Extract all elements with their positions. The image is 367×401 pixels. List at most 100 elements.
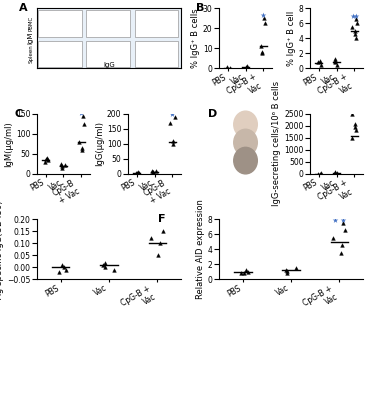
Text: IgM: IgM	[28, 32, 34, 45]
Point	[318, 170, 324, 176]
Point	[243, 63, 249, 70]
Point	[172, 113, 178, 120]
Point	[110, 267, 116, 273]
Text: Spleen: Spleen	[29, 45, 34, 63]
Point	[284, 268, 290, 274]
Text: PBMC: PBMC	[29, 16, 34, 31]
Point	[317, 58, 323, 64]
Point	[241, 269, 247, 276]
Point	[150, 168, 156, 175]
Y-axis label: IgG-secreting cells/10⁶ B cells: IgG-secreting cells/10⁶ B cells	[272, 81, 281, 206]
Point	[258, 43, 264, 49]
Point	[349, 24, 355, 30]
Y-axis label: IgM(μg/ml): IgM(μg/ml)	[4, 121, 13, 166]
Point	[341, 220, 346, 226]
Point	[148, 235, 154, 242]
Point	[349, 134, 355, 141]
Point	[156, 252, 161, 259]
Point	[353, 13, 359, 20]
Point	[352, 31, 358, 38]
Point	[332, 170, 338, 176]
Point	[261, 15, 267, 21]
Y-axis label: IgG(μg/ml): IgG(μg/ml)	[95, 121, 104, 166]
Point	[350, 13, 356, 20]
Point	[243, 267, 249, 273]
Point	[315, 59, 321, 65]
Point	[61, 264, 67, 271]
Point	[340, 217, 346, 223]
Point	[81, 120, 87, 127]
Point	[315, 170, 321, 177]
Bar	[135, 10, 178, 37]
Point	[80, 112, 86, 119]
Point	[63, 267, 69, 273]
Point	[59, 262, 65, 268]
Point	[135, 169, 141, 176]
Bar	[38, 10, 81, 37]
Point	[76, 138, 82, 145]
Point	[59, 165, 65, 171]
Point	[160, 228, 166, 234]
Point	[58, 161, 64, 167]
Point	[332, 169, 338, 176]
Point	[79, 146, 85, 153]
Point	[262, 20, 268, 26]
Circle shape	[234, 129, 257, 156]
Point	[44, 154, 50, 161]
Point	[227, 65, 233, 71]
Point	[352, 107, 357, 114]
Bar	[86, 41, 130, 67]
Point	[317, 170, 323, 177]
Point	[102, 264, 108, 271]
Bar	[135, 41, 178, 67]
Bar	[86, 10, 130, 37]
Circle shape	[234, 147, 257, 174]
Point	[157, 240, 163, 247]
Text: IgG: IgG	[103, 62, 115, 68]
Point	[354, 20, 360, 26]
Point	[246, 269, 251, 275]
Point	[56, 269, 62, 275]
Point	[167, 119, 173, 126]
Point	[353, 16, 359, 22]
Point	[352, 27, 358, 34]
Point	[170, 138, 176, 144]
Point	[353, 127, 359, 134]
Point	[338, 250, 344, 256]
Point	[259, 50, 265, 57]
Text: C: C	[14, 109, 22, 119]
Y-axis label: Relative AID expression: Relative AID expression	[196, 199, 205, 299]
Point	[170, 140, 176, 147]
Text: A: A	[19, 3, 28, 13]
Point	[331, 56, 337, 63]
Point	[283, 266, 288, 273]
Point	[238, 270, 244, 277]
Point	[333, 217, 338, 223]
Point	[134, 170, 140, 176]
Point	[342, 227, 348, 234]
Circle shape	[234, 111, 257, 138]
Y-axis label: % IgG⁺ B cells: % IgG⁺ B cells	[191, 8, 200, 68]
Point	[284, 269, 290, 276]
Text: B: B	[196, 3, 205, 13]
Point	[330, 235, 336, 241]
Point	[349, 110, 355, 117]
Text: F: F	[158, 214, 166, 224]
Text: D: D	[208, 109, 217, 119]
Point	[170, 110, 175, 117]
Point	[259, 49, 265, 55]
Point	[136, 170, 142, 176]
Bar	[38, 41, 81, 67]
Point	[352, 121, 358, 128]
Y-axis label: Ag-specific IgG(OD450): Ag-specific IgG(OD450)	[0, 200, 4, 298]
Y-axis label: % IgG⁺ B cell: % IgG⁺ B cell	[287, 10, 296, 66]
Point	[353, 35, 359, 41]
Point	[43, 155, 49, 162]
Point	[334, 170, 340, 176]
Point	[224, 64, 230, 71]
Point	[332, 59, 338, 65]
Point	[42, 159, 48, 165]
Point	[101, 262, 106, 268]
Point	[339, 242, 345, 249]
Point	[352, 124, 358, 130]
